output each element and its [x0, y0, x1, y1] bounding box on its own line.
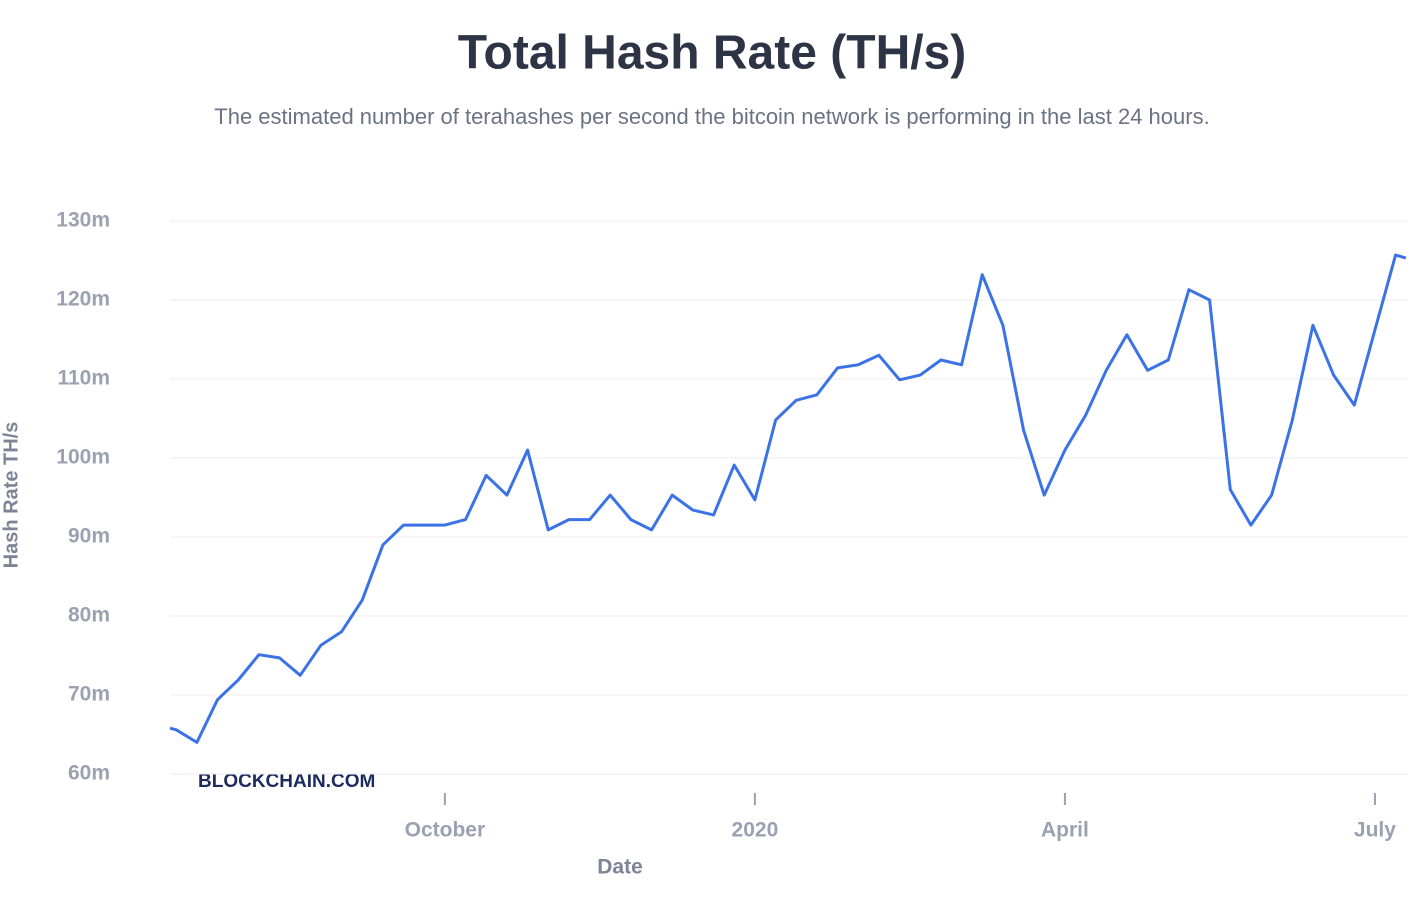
- x-tick-label: July: [1354, 819, 1396, 842]
- y-tick-label: 70m: [68, 683, 110, 706]
- y-tick-label: 60m: [68, 762, 110, 785]
- data-line: [169, 253, 1407, 744]
- y-tick-label: 80m: [68, 604, 110, 627]
- x-axis-label: Date: [597, 856, 643, 879]
- x-tick-label: 2020: [732, 819, 779, 842]
- watermark: BLOCKCHAIN.COM: [198, 771, 375, 792]
- x-tick-label: October: [405, 819, 486, 842]
- x-tick-label: April: [1041, 819, 1089, 842]
- y-tick-label: 120m: [56, 288, 110, 311]
- chart-title: Total Hash Rate (TH/s): [458, 27, 967, 80]
- y-axis-label: Hash Rate TH/s: [0, 422, 22, 569]
- y-tick-label: 130m: [56, 209, 110, 232]
- chart-subtitle: The estimated number of terahashes per s…: [214, 104, 1209, 129]
- y-tick-label: 110m: [57, 367, 110, 390]
- y-tick-label: 100m: [56, 446, 110, 469]
- y-tick-label: 90m: [68, 525, 110, 548]
